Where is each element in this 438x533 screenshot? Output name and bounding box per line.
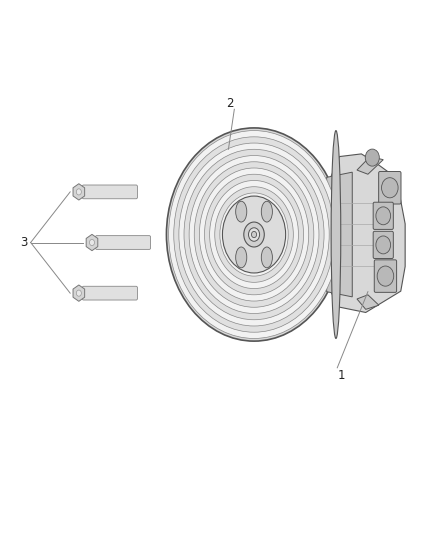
Circle shape [376,207,391,225]
Circle shape [166,128,342,341]
Circle shape [215,187,293,282]
Text: 2: 2 [226,98,234,110]
Circle shape [76,290,81,296]
Ellipse shape [236,247,247,268]
Circle shape [248,228,260,241]
Circle shape [199,168,309,301]
Circle shape [205,174,304,295]
Circle shape [184,149,324,320]
Circle shape [377,266,394,286]
Circle shape [189,156,319,313]
FancyBboxPatch shape [373,202,393,229]
Circle shape [174,137,334,332]
Text: 3: 3 [21,236,28,249]
Circle shape [376,236,391,254]
Polygon shape [357,157,383,174]
FancyBboxPatch shape [373,231,393,259]
Circle shape [76,189,81,195]
Circle shape [223,196,286,273]
Ellipse shape [236,201,247,222]
Circle shape [244,222,264,247]
Circle shape [365,149,379,166]
FancyBboxPatch shape [95,236,151,249]
Circle shape [381,177,398,198]
Circle shape [251,231,257,238]
Text: 1: 1 [338,369,346,382]
FancyBboxPatch shape [374,260,396,292]
Circle shape [210,181,298,288]
FancyBboxPatch shape [378,172,401,204]
Circle shape [194,162,314,307]
Ellipse shape [261,247,272,268]
Polygon shape [86,235,98,251]
Circle shape [169,131,339,338]
Ellipse shape [261,201,272,222]
Polygon shape [357,295,379,309]
FancyBboxPatch shape [82,185,138,199]
Polygon shape [327,172,352,297]
Polygon shape [331,154,405,312]
Circle shape [89,239,95,246]
FancyBboxPatch shape [82,286,138,300]
Ellipse shape [331,131,341,338]
Circle shape [179,143,329,326]
Circle shape [220,193,288,276]
Polygon shape [73,184,85,200]
Polygon shape [73,285,85,301]
